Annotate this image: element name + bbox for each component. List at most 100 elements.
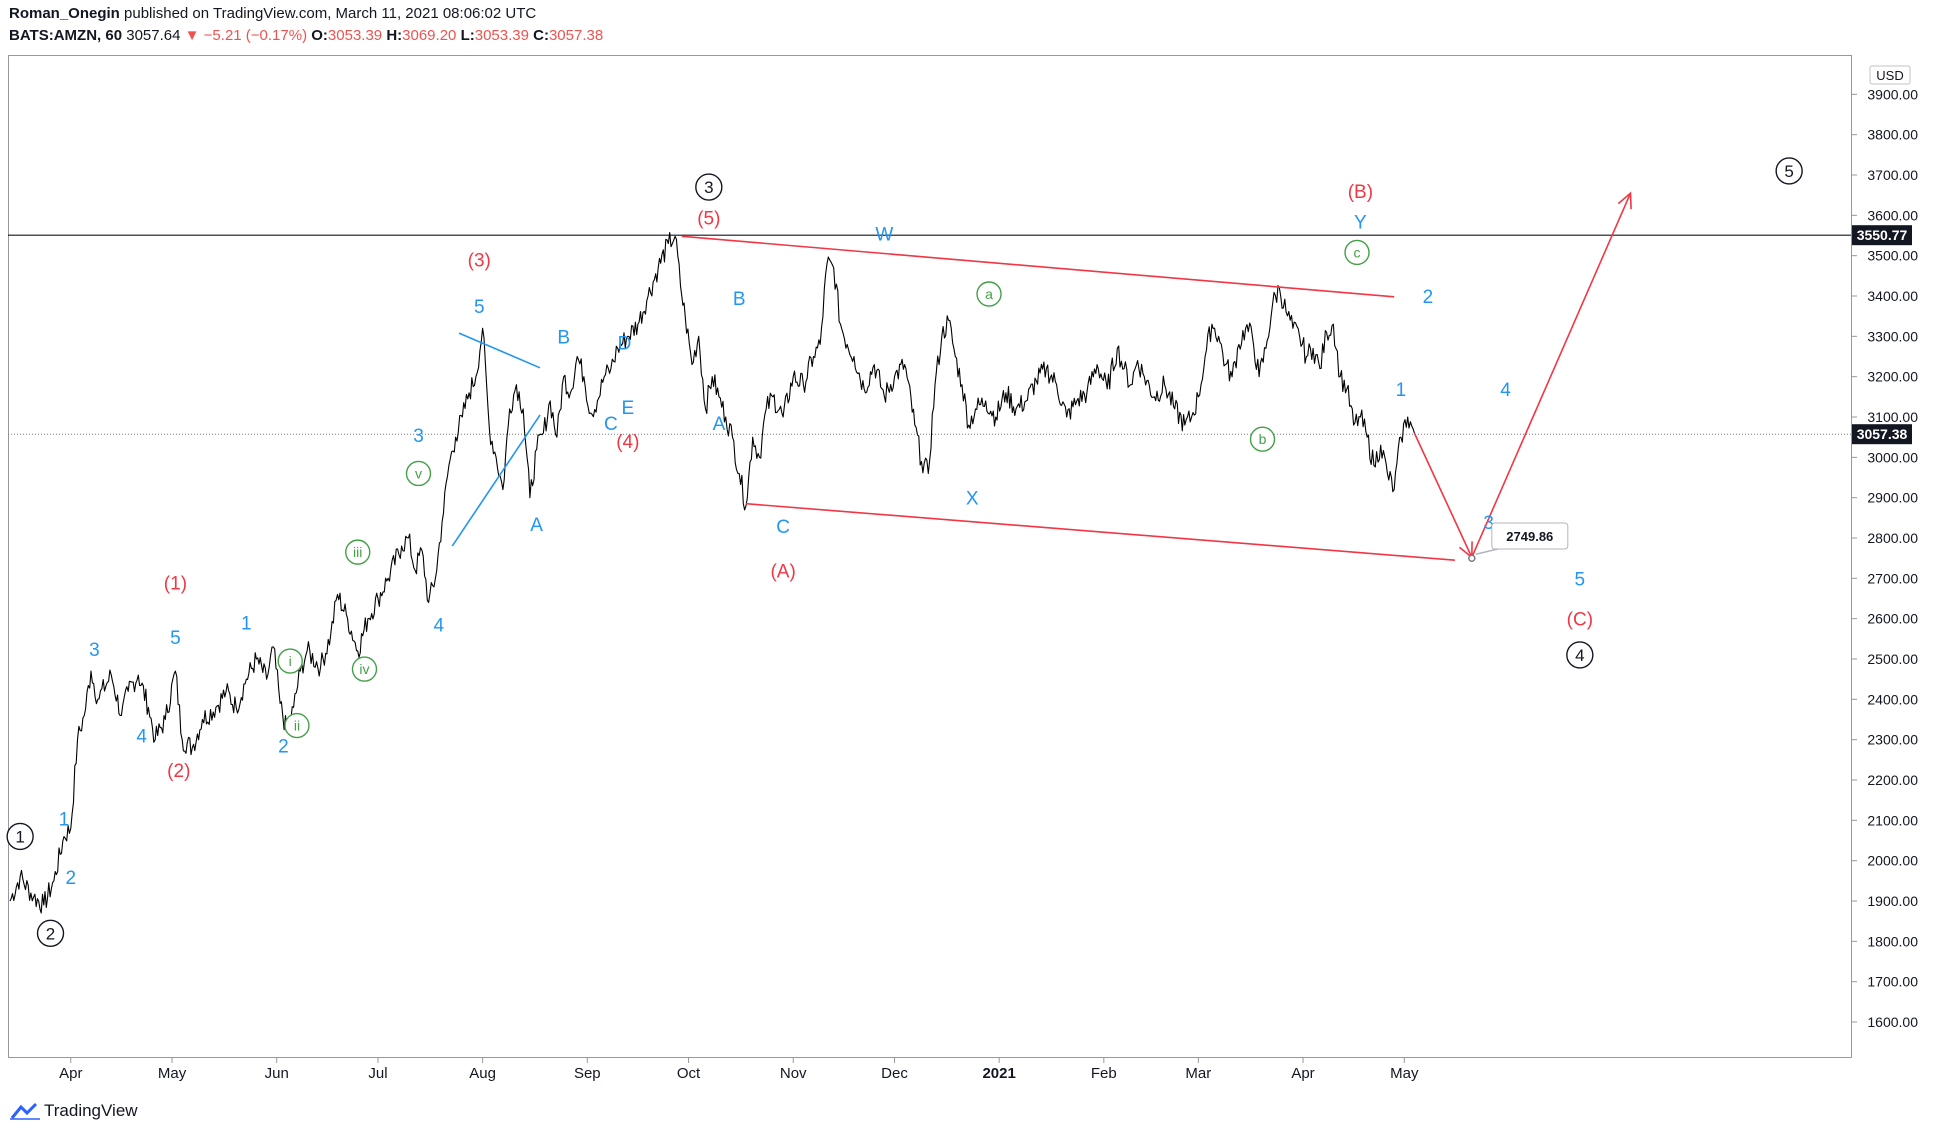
current-price-badge bbox=[1852, 424, 1912, 445]
wave-label: C bbox=[776, 517, 790, 538]
price-series bbox=[9, 232, 1415, 914]
wave-label: 2 bbox=[65, 868, 76, 889]
projection-up-head-icon bbox=[1617, 191, 1632, 210]
y-tick-label: 3400.00 bbox=[1867, 288, 1918, 304]
close-label: C: bbox=[533, 27, 549, 44]
x-tick-label: Dec bbox=[881, 1065, 908, 1082]
wave-label: B bbox=[557, 327, 570, 348]
y-tick-label: 2400.00 bbox=[1867, 691, 1918, 707]
wave-label: iii bbox=[353, 544, 362, 560]
wave-label: 1 bbox=[59, 809, 70, 830]
y-tick-label: 2000.00 bbox=[1867, 853, 1918, 869]
open-value: 3053.39 bbox=[327, 27, 383, 44]
wave-label: 4 bbox=[433, 616, 444, 637]
y-tick-label: 3800.00 bbox=[1867, 127, 1918, 143]
y-tick-label: 2200.00 bbox=[1867, 772, 1918, 788]
projection-up bbox=[1471, 192, 1632, 558]
x-tick-label: Feb bbox=[1091, 1065, 1117, 1082]
wave-label: 2 bbox=[46, 924, 55, 943]
x-tick-label: May bbox=[1390, 1065, 1419, 1082]
tradingview-logo-icon bbox=[10, 1102, 40, 1120]
wave-circle-marker bbox=[6, 822, 34, 851]
target-callout-box bbox=[1491, 522, 1569, 550]
wave-label: (2) bbox=[167, 761, 190, 782]
y-tick-label: 2700.00 bbox=[1867, 570, 1918, 586]
y-tick-label: 3000.00 bbox=[1867, 449, 1918, 465]
y-tick-label: 3300.00 bbox=[1867, 328, 1918, 344]
wave-circle-marker bbox=[1344, 239, 1370, 266]
projection-down bbox=[1413, 432, 1473, 558]
wave-label: 2 bbox=[278, 737, 289, 758]
wave-label: 3 bbox=[1483, 513, 1494, 534]
y-tick-label: 3600.00 bbox=[1867, 207, 1918, 223]
y-tick-label: 2600.00 bbox=[1867, 611, 1918, 627]
wave-label: 5 bbox=[1784, 162, 1793, 181]
wave-circle-marker bbox=[351, 656, 378, 682]
wave-label: i bbox=[289, 653, 292, 669]
publish-info: Roman_Onegin published on TradingView.co… bbox=[9, 5, 536, 22]
wave-label: 3 bbox=[413, 426, 424, 447]
target-callout-pointer bbox=[1475, 548, 1498, 555]
symbol-label[interactable]: BATS:AMZN, 60 bbox=[9, 27, 123, 44]
wave-label: 1 bbox=[1396, 380, 1407, 401]
wave-label: (3) bbox=[468, 251, 491, 272]
currency-badge bbox=[1869, 65, 1911, 85]
wave-circle-marker bbox=[277, 648, 303, 674]
wave-label: a bbox=[985, 286, 993, 302]
y-tick-label: 3100.00 bbox=[1867, 409, 1918, 425]
y-tick-label: 2100.00 bbox=[1867, 812, 1918, 828]
last-price: 3057.64 bbox=[126, 27, 181, 44]
target-point-handle bbox=[1468, 554, 1476, 562]
x-tick-label: Jul bbox=[368, 1065, 387, 1082]
wave-label: (B) bbox=[1348, 182, 1373, 203]
plot-border bbox=[8, 55, 1852, 1058]
wave-label: (C) bbox=[1567, 610, 1593, 631]
x-tick-label: Apr bbox=[59, 1065, 82, 1082]
wave-label: 4 bbox=[1575, 646, 1584, 665]
price-axis[interactable]: 1600.00 1700.00 1800.00 1900.00 2000.00 2100.… bbox=[1851, 65, 1918, 1030]
y-tick-label: 1600.00 bbox=[1867, 1014, 1918, 1030]
price-change: −5.21 (−0.17%) bbox=[203, 27, 308, 44]
close-value: 3057.38 bbox=[548, 27, 604, 44]
low-value: 3053.39 bbox=[474, 27, 529, 44]
current-price-text: 3057.38 bbox=[1857, 426, 1908, 442]
wave-circle-marker bbox=[284, 712, 310, 739]
wave-label: A bbox=[713, 414, 726, 435]
down-arrow-icon: ▼ bbox=[184, 27, 200, 44]
level-price-text: 3550.77 bbox=[1857, 227, 1908, 243]
wave-label: 3 bbox=[89, 640, 100, 661]
wave-label: 5 bbox=[1575, 569, 1586, 590]
wave-label: iv bbox=[359, 661, 369, 677]
author-name[interactable]: Roman_Onegin bbox=[9, 5, 120, 22]
time-axis[interactable]: Apr May Jun Jul Aug Sep Oct Nov Dec 2021 Feb Mar Apr… bbox=[59, 1057, 1419, 1082]
currency-label: USD bbox=[1876, 68, 1903, 83]
price-badges: 3550.77 3057.38 2749.86 bbox=[1475, 225, 1912, 555]
y-tick-label: 1700.00 bbox=[1867, 974, 1918, 990]
wave-label: 1 bbox=[241, 614, 252, 635]
wave-circle-marker bbox=[405, 460, 432, 487]
x-tick-label: Oct bbox=[677, 1065, 701, 1082]
wave-label: (5) bbox=[697, 208, 720, 229]
y-tick-label: 2500.00 bbox=[1867, 651, 1918, 667]
wave-label: 2 bbox=[1423, 287, 1434, 308]
wave-circle-marker bbox=[1566, 641, 1594, 669]
tradingview-footer[interactable]: TradingView bbox=[10, 1101, 138, 1121]
wave-label: A bbox=[530, 515, 543, 536]
x-tick-label: Apr bbox=[1291, 1065, 1314, 1082]
wave-label: B bbox=[733, 289, 746, 310]
wave-label: (1) bbox=[164, 573, 187, 594]
target-price-text: 2749.86 bbox=[1506, 529, 1553, 544]
wave-label: Y bbox=[1354, 212, 1367, 233]
x-tick-label: May bbox=[158, 1065, 187, 1082]
price-line bbox=[9, 232, 1415, 914]
open-label: O: bbox=[311, 27, 328, 44]
wave-label: v bbox=[415, 465, 422, 481]
lower-channel bbox=[745, 502, 1455, 561]
y-tick-label: 3500.00 bbox=[1867, 248, 1918, 264]
wave-label: E bbox=[621, 398, 634, 419]
wave-label: 4 bbox=[136, 727, 147, 748]
wave-label: 3 bbox=[704, 178, 713, 197]
trend-lines[interactable] bbox=[451, 191, 1632, 562]
upper-channel bbox=[681, 235, 1395, 298]
